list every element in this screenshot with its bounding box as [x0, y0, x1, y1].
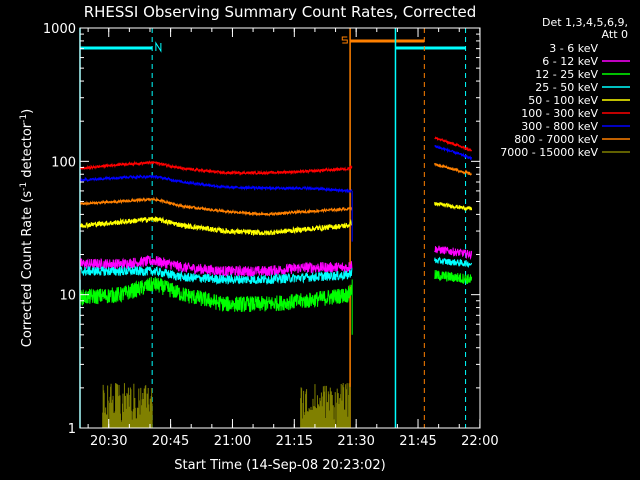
x-tick-label: 21:00: [214, 434, 251, 449]
legend-label-7: 800 - 7000 keV: [514, 133, 598, 146]
x-tick-label: 21:45: [399, 434, 436, 449]
x-tick-label: 21:15: [276, 434, 313, 449]
legend-label-1: 6 - 12 keV: [542, 55, 598, 68]
y-tick-label: 1: [68, 422, 76, 437]
saa-flag-icon: [341, 36, 348, 44]
series-line-4: [434, 201, 473, 212]
series-line-6: [434, 144, 473, 161]
series-line-1: [79, 254, 353, 278]
series-line-5: [79, 160, 353, 176]
y-axis-label: Corrected Count Rate (s-1 detector-1): [19, 109, 35, 347]
night-flag-icon: [155, 41, 162, 53]
legend-title-2: Att 0: [602, 28, 628, 41]
series-spikes-8: [102, 383, 153, 428]
series-line-5: [434, 136, 473, 152]
series-line-0: [434, 248, 472, 270]
legend-label-6: 300 - 800 keV: [521, 120, 598, 133]
legend-label-4: 50 - 100 keV: [528, 94, 598, 107]
x-tick-label: 20:45: [152, 434, 189, 449]
x-tick-label: 20:30: [90, 434, 127, 449]
series-line-1: [434, 245, 473, 261]
series-line-3: [434, 256, 473, 268]
legend-label-8: 7000 - 15000 keV: [500, 146, 598, 159]
plot-frame: [79, 27, 481, 429]
legend-label-5: 100 - 300 keV: [521, 107, 598, 120]
series-line-7: [434, 162, 472, 176]
y-tick-label: 10: [59, 289, 76, 304]
y-tick-label: 1000: [43, 22, 76, 37]
series-line-2: [434, 270, 473, 284]
legend-title-1: Det 1,3,4,5,6,9,: [542, 16, 628, 29]
series-line-3: [79, 265, 353, 286]
series-line-2: [79, 276, 353, 313]
x-tick-label: 22:00: [461, 434, 498, 449]
x-axis-label: Start Time (14-Sep-08 20:23:02): [174, 458, 385, 473]
series-spikes-8: [300, 382, 351, 428]
series-line-7: [79, 196, 353, 217]
series-line-4: [79, 216, 353, 236]
legend-label-0: 3 - 6 keV: [549, 42, 598, 55]
series-line-6: [79, 174, 353, 194]
chart-title: RHESSI Observing Summary Count Rates, Co…: [84, 3, 477, 21]
legend-label-3: 25 - 50 keV: [535, 81, 598, 94]
x-tick-label: 21:30: [337, 434, 374, 449]
y-tick-label: 100: [51, 155, 76, 170]
legend-label-2: 12 - 25 keV: [535, 68, 598, 81]
